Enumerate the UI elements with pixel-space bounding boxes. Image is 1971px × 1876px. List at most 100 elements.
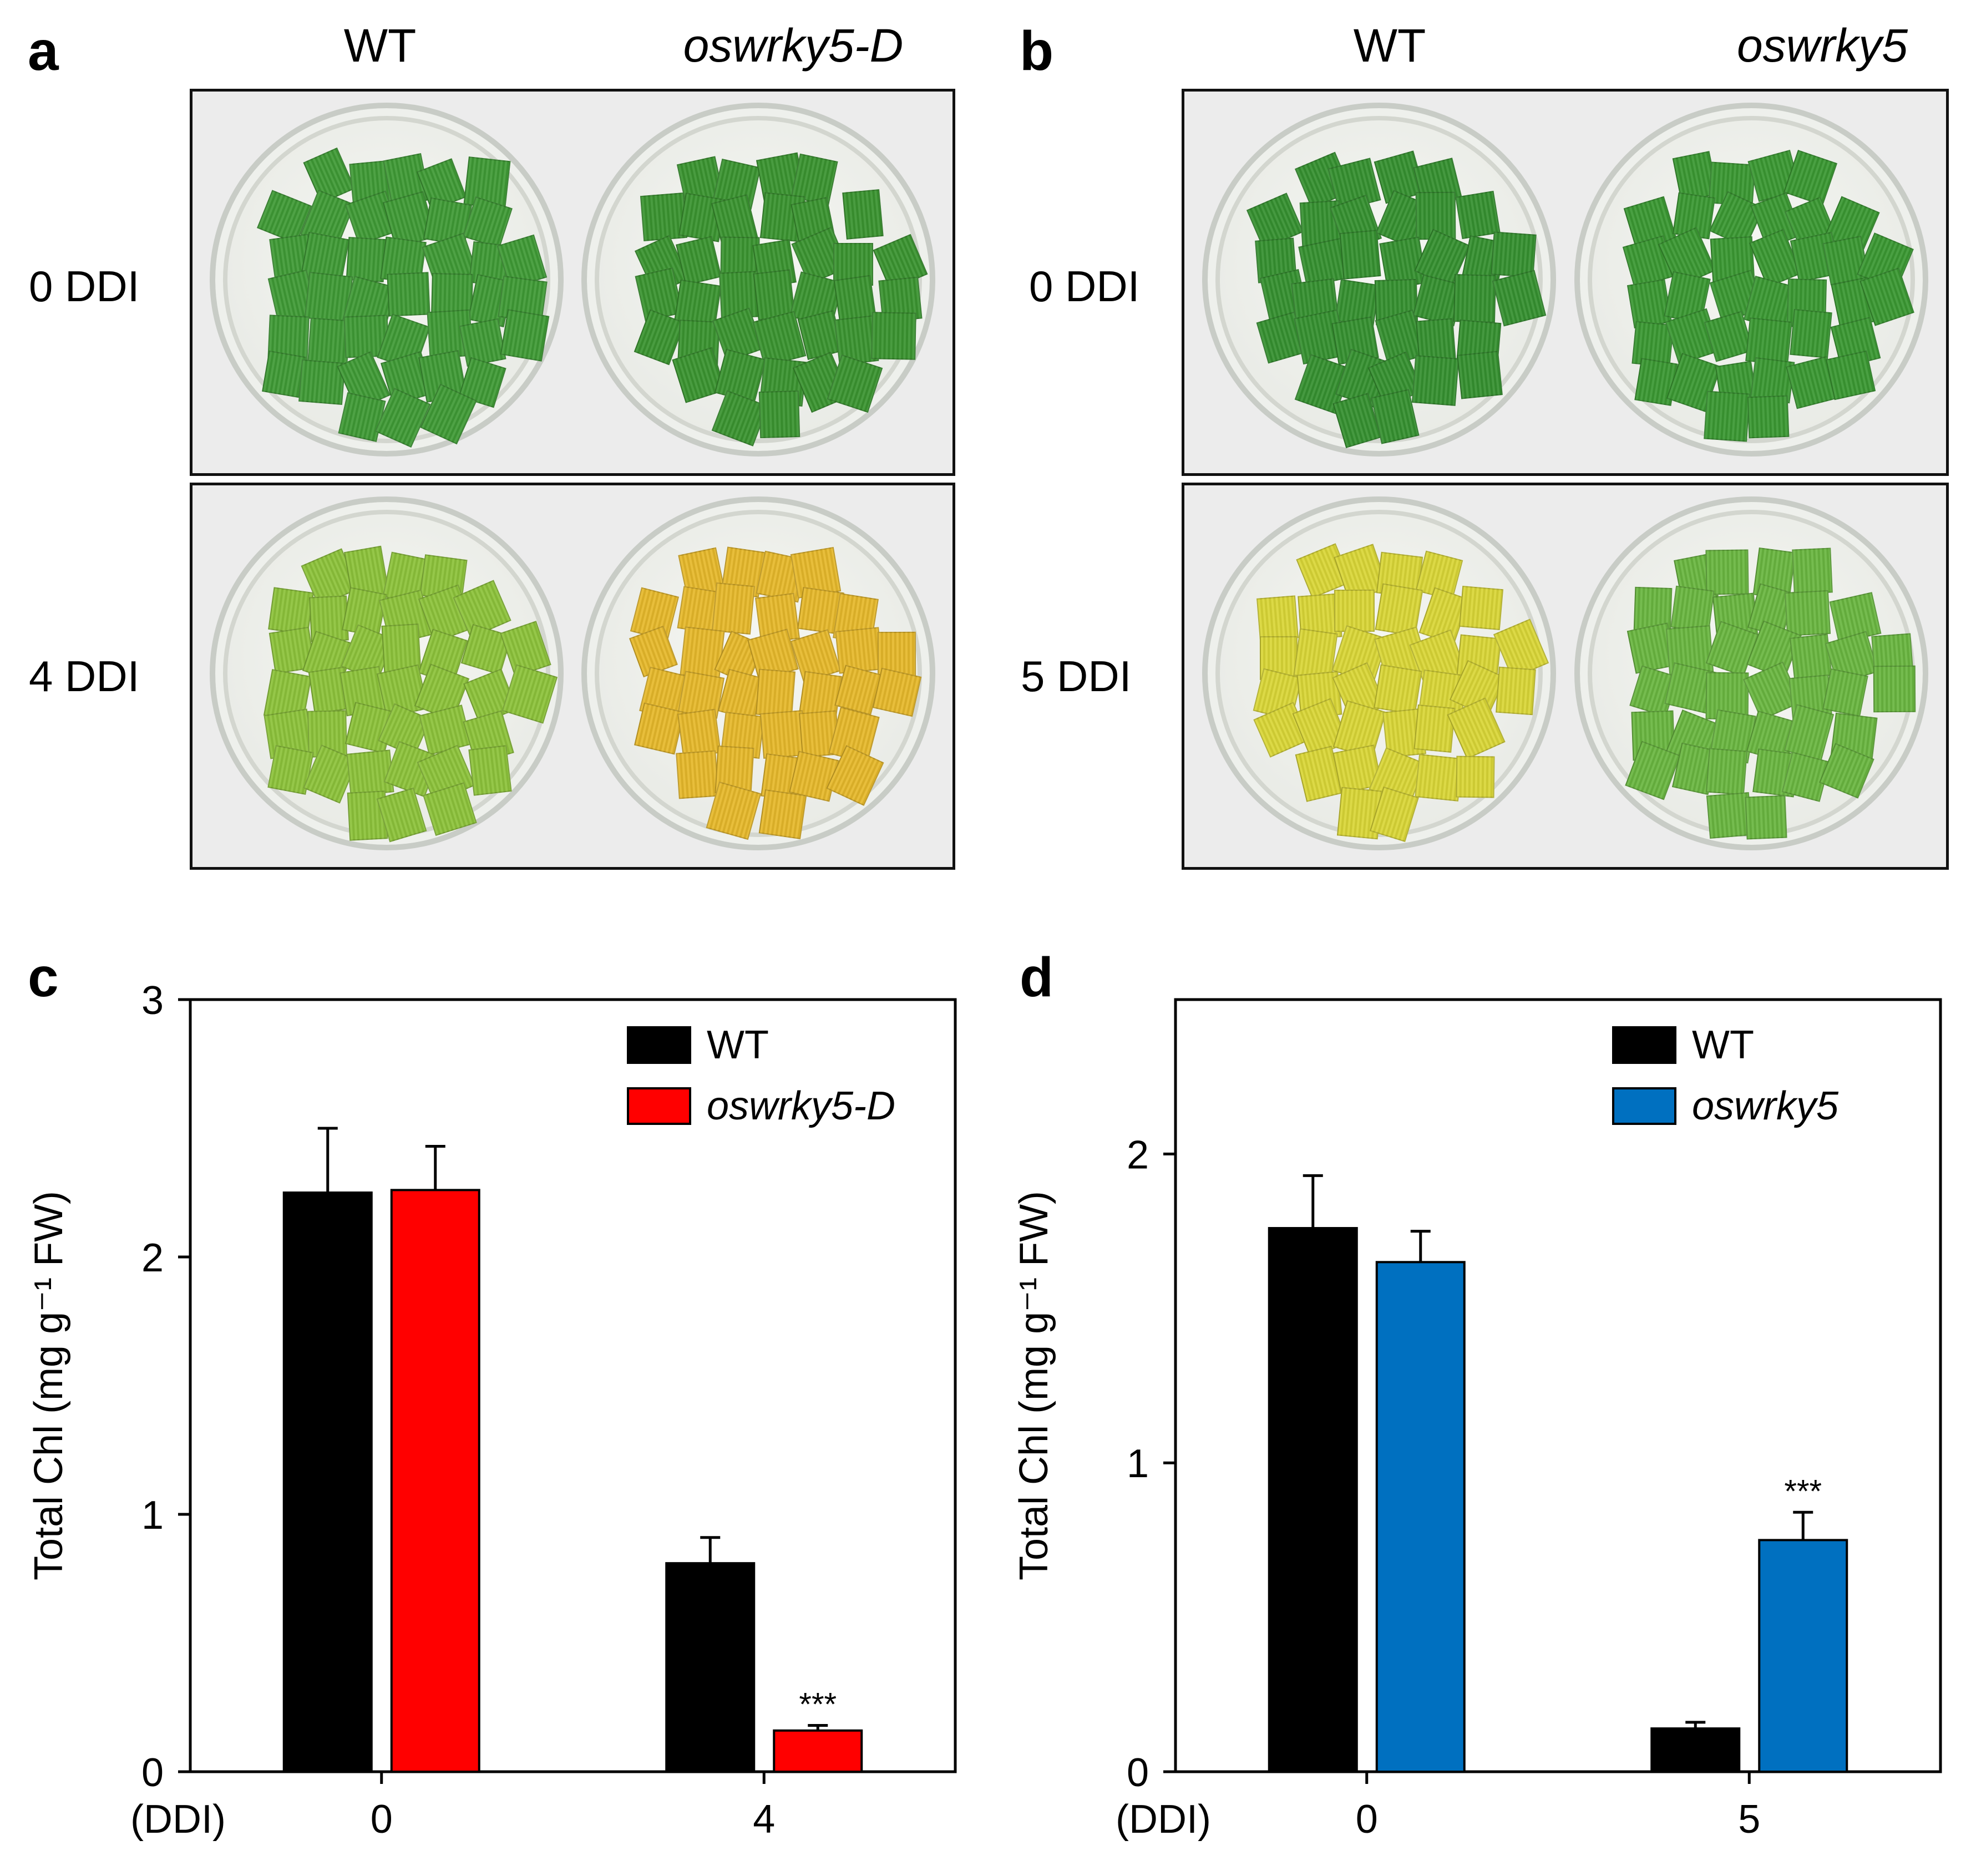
bar-WT-4	[665, 1562, 756, 1773]
chart-d: 0 1 2 Total Chl (mg g⁻¹ FW) 0 5 *** (DDI) WT oswr…	[1012, 998, 1942, 1842]
leaf-segment	[500, 308, 550, 362]
x-tick-label: 0	[1356, 1797, 1378, 1842]
panel-a-column-wt: WT	[343, 19, 417, 72]
leaf-segment	[1413, 704, 1456, 753]
legend-label: WT	[707, 1023, 769, 1067]
bar-WT-0	[1268, 1227, 1358, 1773]
panel-b-column-wt: WT	[1353, 19, 1426, 72]
leaf-segment	[1873, 666, 1916, 713]
photo-a-row-0	[190, 89, 955, 476]
leaf-segment	[1747, 395, 1790, 439]
petri-dish	[581, 496, 935, 850]
leaf-segment	[1704, 391, 1750, 443]
y-tick-label: 2	[1127, 1133, 1149, 1177]
y-tick-label: 3	[141, 978, 164, 1023]
leaf-segment	[468, 745, 512, 796]
panel-letter-a: a	[28, 20, 59, 82]
petri-dish	[1202, 496, 1557, 850]
leaf-segment	[1496, 666, 1536, 716]
x-tick-label: 5	[1738, 1797, 1760, 1842]
bar-oswrky5-0	[1375, 1261, 1466, 1773]
legend-swatch-oswrky5	[1612, 1087, 1676, 1125]
leaf-segment	[1705, 549, 1749, 595]
bar-oswrky5-D-0	[390, 1189, 480, 1773]
x-tick-label: 4	[753, 1797, 775, 1842]
chart-c: 0 1 2 3 Total Chl (mg g⁻¹ FW) 0 4 *** (DDI) WT osw…	[27, 978, 957, 1842]
petri-dish	[1574, 103, 1928, 457]
leaf-segment	[1789, 309, 1832, 359]
panel-b-column-mutant: oswrky5	[1736, 19, 1908, 72]
y-tick-label: 0	[1127, 1751, 1149, 1795]
photo-a-row-1	[190, 483, 955, 870]
leaf-segment	[676, 750, 720, 799]
leaf-segment	[1456, 756, 1495, 798]
leaf-segment	[1705, 748, 1747, 795]
panel-b-row-0: 0 DDI	[1029, 262, 1140, 311]
leaf-segment	[459, 318, 506, 367]
leaf-segment	[418, 704, 472, 756]
legend-swatch-WT	[1612, 1026, 1676, 1064]
bar-WT-5	[1650, 1727, 1741, 1773]
panel-letter-b: b	[1020, 20, 1054, 82]
photo-b-row-1	[1182, 483, 1949, 870]
panel-letter-c: c	[28, 946, 59, 1008]
leaf-segment	[1790, 633, 1833, 680]
y-axis-label: Total Chl (mg g⁻¹ FW)	[27, 1191, 71, 1580]
leaf-segment	[338, 392, 386, 443]
petri-dish	[210, 103, 564, 457]
leaf-segment	[634, 702, 685, 756]
y-axis-label: Total Chl (mg g⁻¹ FW)	[1012, 1191, 1056, 1580]
x-tick-label: 0	[371, 1797, 393, 1842]
bar-oswrky5-D-4	[773, 1729, 863, 1773]
bar-WT-0	[282, 1191, 373, 1773]
legend-label: oswrky5	[1692, 1084, 1839, 1128]
significance-annotation: ***	[1784, 1473, 1822, 1509]
petri-dish	[1574, 496, 1928, 850]
leaf-segment	[502, 664, 558, 724]
leaf-segment	[842, 189, 884, 240]
x-axis-label: (DDI)	[1116, 1797, 1211, 1842]
panel-letter-d: d	[1020, 946, 1054, 1008]
y-tick-label: 2	[141, 1236, 164, 1280]
significance-annotation: ***	[799, 1686, 837, 1722]
leaf-segment	[1414, 753, 1463, 802]
leaf-segment	[1745, 795, 1788, 840]
leaf-segment	[1412, 355, 1460, 407]
leaf-segment	[1792, 547, 1833, 594]
leaf-segment	[835, 627, 883, 674]
leaf-segment	[1492, 270, 1547, 327]
plot-frame	[189, 998, 957, 1773]
leaf-segment	[1785, 590, 1831, 637]
legend-label: oswrky5-D	[707, 1084, 895, 1128]
panel-b-row-1: 5 DDI	[1021, 652, 1132, 701]
legend-swatch-WT	[627, 1026, 691, 1064]
leaf-segment	[712, 582, 756, 635]
panel-a-row-0: 0 DDI	[29, 262, 140, 311]
y-tick-label: 0	[141, 1751, 164, 1795]
y-tick-label: 1	[1127, 1442, 1149, 1486]
leaf-segment	[1825, 350, 1876, 400]
y-tick-label: 1	[141, 1493, 164, 1538]
petri-dish	[1202, 103, 1557, 457]
leaf-segment	[387, 272, 431, 317]
leaf-segment	[1459, 586, 1504, 631]
leaf-segment	[1339, 229, 1381, 280]
leaf-segment	[1822, 668, 1869, 717]
legend-label: WT	[1692, 1023, 1754, 1067]
leaf-segment	[756, 668, 796, 718]
panel-a-row-1: 4 DDI	[29, 652, 140, 701]
bar-oswrky5-5	[1758, 1539, 1848, 1773]
leaf-segment	[1457, 351, 1503, 399]
leaf-segment	[1453, 274, 1496, 323]
plot-frame	[1174, 998, 1942, 1773]
x-axis-label: (DDI)	[130, 1797, 226, 1842]
photo-b-row-0	[1182, 89, 1949, 476]
leaf-segment	[758, 789, 807, 840]
petri-dish	[581, 103, 935, 457]
panel-a-column-mutant: oswrky5-D	[683, 19, 904, 72]
leaf-segment	[1374, 664, 1422, 714]
leaf-segment	[758, 391, 800, 439]
leaf-segment	[1334, 589, 1375, 632]
petri-dish	[210, 496, 564, 850]
leaf-segment	[1256, 595, 1299, 642]
